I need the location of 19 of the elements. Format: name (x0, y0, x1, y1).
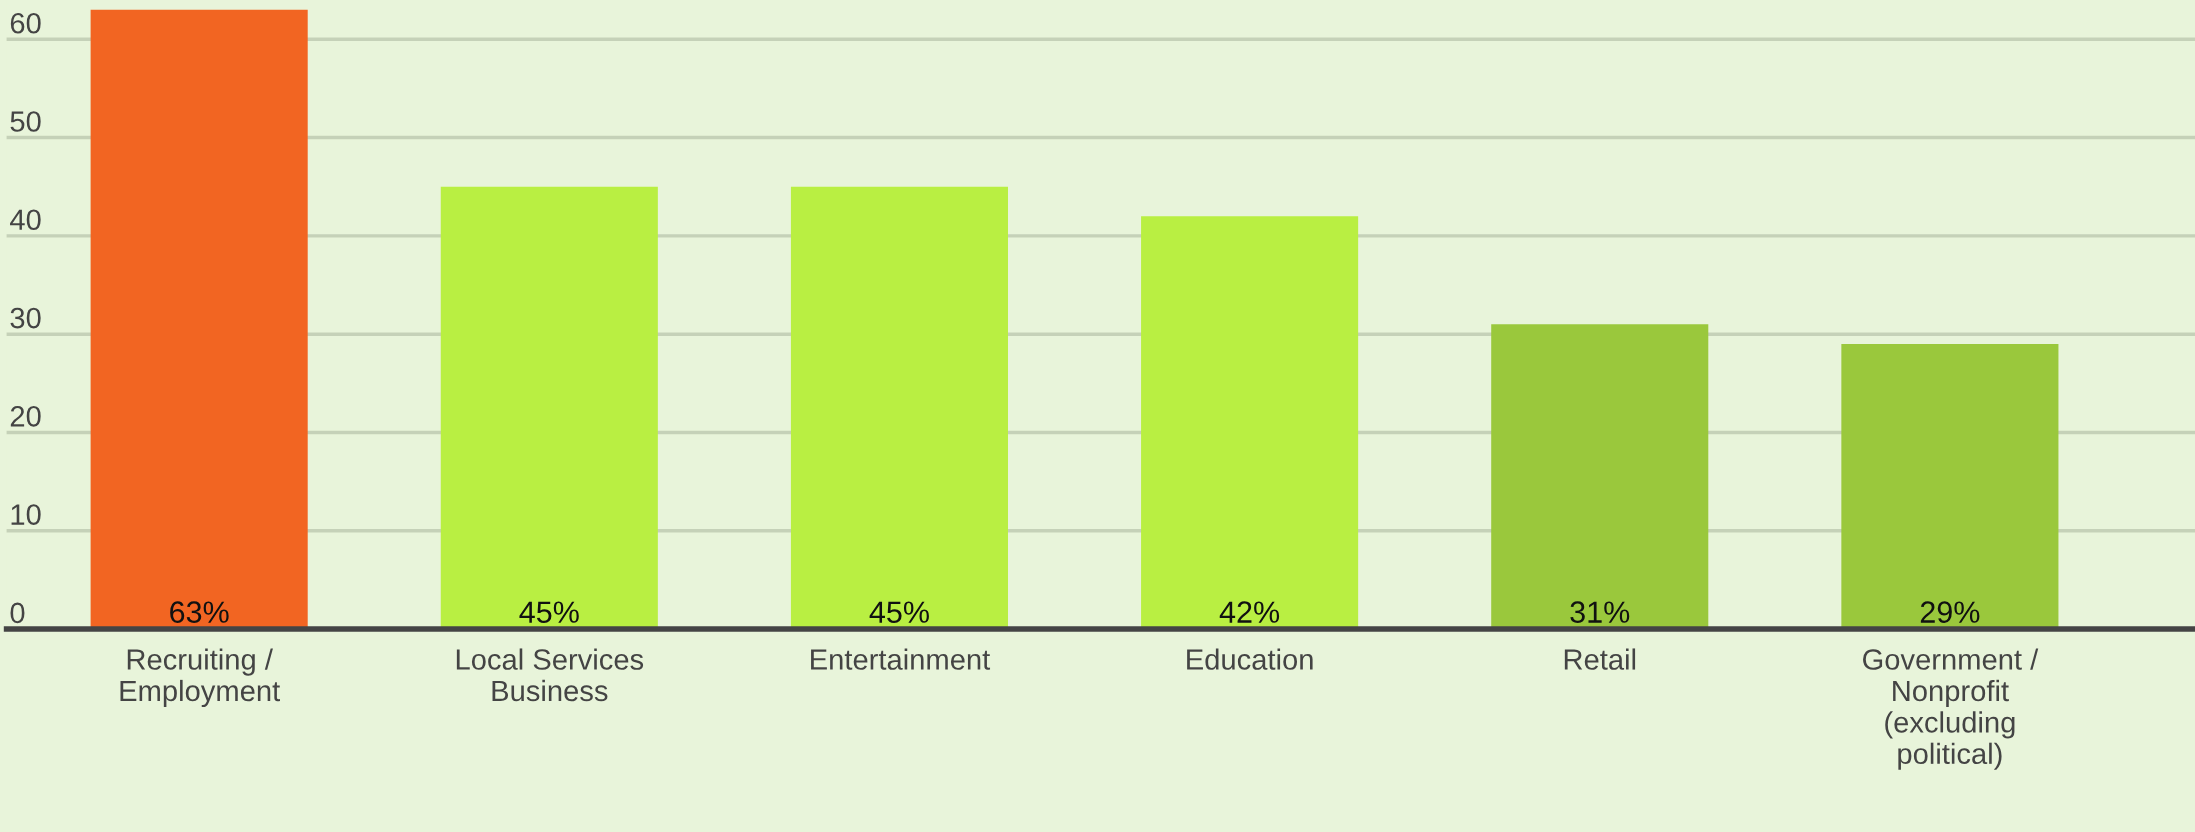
data-label: 63% (170, 601, 229, 623)
data-label: 31% (1570, 601, 1630, 623)
data-label: 45% (869, 601, 929, 623)
data-label: 29% (1920, 601, 1980, 623)
y-tick-label: 60 (10, 12, 41, 34)
data-label: 45% (519, 601, 579, 623)
data-label: 42% (1219, 601, 1280, 623)
y-tick-label: 50 (10, 111, 41, 132)
x-tick-label: Recruiting / Employment (120, 648, 280, 708)
x-tick-label: Government / Nonprofit (excluding political) (1863, 648, 2039, 770)
x-tick-label: Entertainment (811, 648, 991, 670)
y-tick-label: 30 (10, 307, 41, 329)
x-tick-label: Local Services Business (456, 648, 644, 702)
y-tick-label: 0 (10, 602, 25, 624)
y-tick-label: 40 (10, 209, 41, 231)
x-tick-label: Education (1187, 648, 1313, 670)
y-tick-label: 10 (11, 504, 41, 525)
x-tick-label: Retail (1564, 648, 1636, 670)
y-tick-label: 20 (10, 406, 41, 427)
